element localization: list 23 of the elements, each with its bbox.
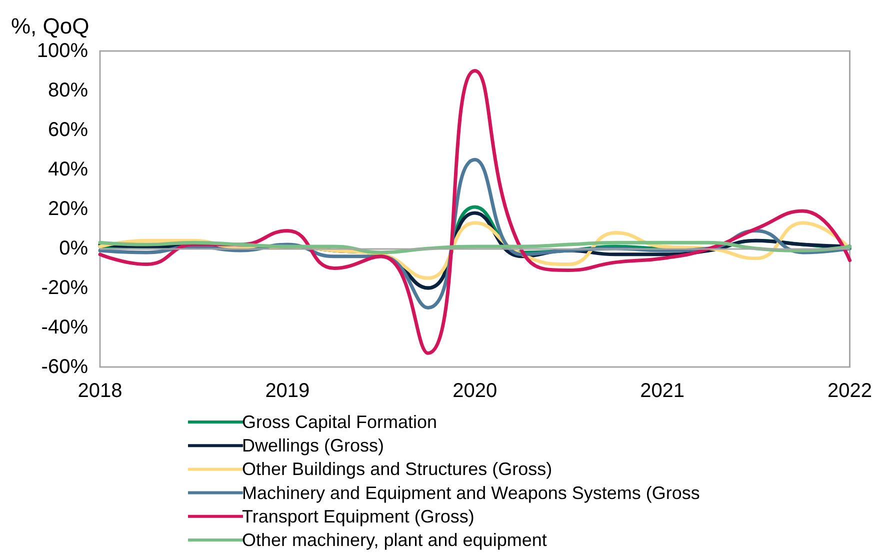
x-tick-label: 2021 [640,380,685,402]
legend-label: Other Buildings and Structures (Gross) [242,459,552,480]
legend-label: Dwellings (Gross) [242,436,384,456]
y-axis-title: %, QoQ [11,14,90,38]
y-tick-label: 60% [48,119,88,141]
legend-label: Other machinery, plant and equipment [242,530,547,550]
line-series [98,240,852,254]
x-tick-label: 2019 [265,380,310,402]
x-tick-label: 2022 [828,380,872,402]
y-tick-label: 80% [48,80,88,102]
x-tick-label: 2020 [452,380,498,402]
legend-label: Transport Equipment (Gross) [242,506,474,526]
legend-label: Gross Capital Formation [242,412,438,432]
legend-label: Machinery and Equipment and Weapons Systems (Gross [242,482,700,503]
y-tick-label: 100% [36,40,88,62]
y-tick-label: -60% [41,356,88,378]
y-tick-label: -40% [41,316,88,338]
x-tick-label: 2018 [78,380,122,402]
y-tick-label: 0% [59,238,88,260]
y-tick-label: -20% [41,277,88,299]
y-tick-label: 40% [48,158,88,180]
line-series [98,69,852,355]
y-tick-label: 20% [48,198,88,220]
